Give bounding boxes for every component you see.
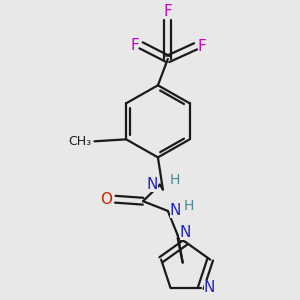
Text: N: N	[204, 280, 215, 296]
Text: N: N	[180, 225, 191, 240]
Text: O: O	[100, 192, 112, 207]
Text: F: F	[198, 39, 206, 54]
Text: N: N	[147, 177, 158, 192]
Text: H: H	[184, 199, 194, 213]
Text: F: F	[164, 4, 172, 19]
Text: CH₃: CH₃	[68, 135, 92, 148]
Text: F: F	[130, 38, 139, 53]
Text: N: N	[170, 203, 181, 218]
Text: H: H	[170, 173, 180, 187]
